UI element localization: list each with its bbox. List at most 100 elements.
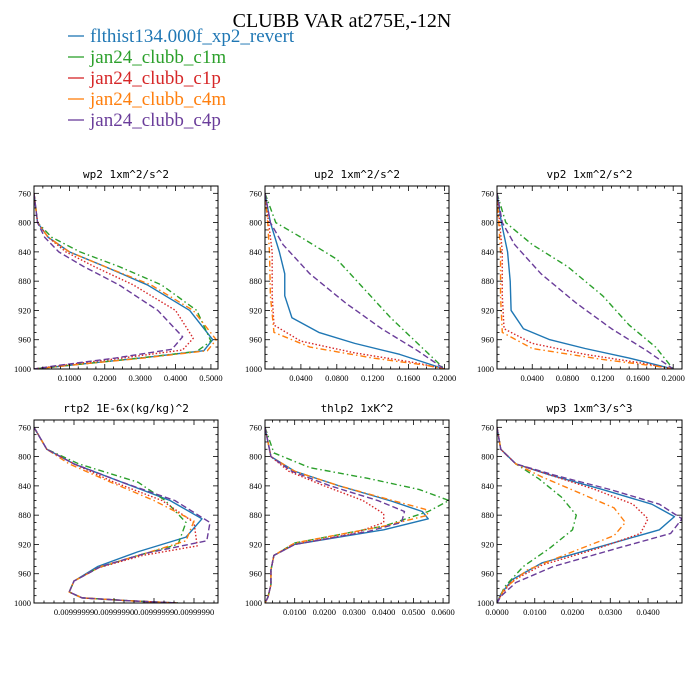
- x-tick-label: 0.1600: [397, 373, 420, 383]
- series-group: [265, 193, 445, 369]
- x-tick-label: 0.4000: [164, 373, 187, 383]
- series-line: [265, 427, 385, 603]
- y-tick-label: 760: [481, 188, 494, 198]
- series-line: [265, 427, 429, 603]
- x-tick-label: 0.00999990: [94, 607, 134, 617]
- x-tick-label: 0.0500: [402, 607, 425, 617]
- y-tick-label: 1000: [477, 364, 494, 374]
- legend-label: jan24_clubb_c1p: [89, 68, 221, 89]
- x-tick-label: 0.0200: [313, 607, 336, 617]
- series-line: [34, 193, 184, 369]
- y-tick-label: 800: [481, 218, 494, 228]
- series-line: [34, 426, 211, 603]
- y-tick-label: 800: [249, 218, 262, 228]
- x-tick-label: 0.0300: [599, 607, 622, 617]
- x-tick-label: 0.0800: [325, 373, 348, 383]
- x-tick-label: 0.0100: [523, 607, 546, 617]
- series-line: [34, 193, 194, 369]
- series-line: [34, 193, 212, 369]
- y-tick-label: 960: [249, 569, 262, 579]
- y-tick-label: 840: [249, 247, 262, 257]
- y-tick-label: 840: [481, 247, 494, 257]
- series-line: [34, 426, 195, 603]
- y-tick-label: 760: [249, 422, 262, 432]
- legend-label: flthist134.000f_xp2_revert: [90, 26, 295, 47]
- series-line: [497, 193, 674, 369]
- series-line: [497, 427, 676, 603]
- y-tick-label: 960: [18, 569, 31, 579]
- chart-panel: up2 1xm^2/s^2 760 800 840 880 920 960 1000 0.040…: [245, 168, 456, 383]
- y-tick-label: 920: [481, 305, 494, 315]
- y-tick-label: 880: [481, 276, 494, 286]
- series-line: [497, 427, 682, 603]
- panel-title: up2 1xm^2/s^2: [314, 168, 400, 181]
- series-line: [497, 193, 674, 369]
- panel-title: wp3 1xm^3/s^3: [546, 402, 632, 415]
- legend-label: jan24_clubb_c4p: [89, 110, 221, 131]
- y-tick-label: 1000: [245, 364, 262, 374]
- legend-entry: jan24_clubb_c1m: [68, 47, 226, 68]
- panels: wp2 1xm^2/s^2 760 800 840 880 920 960 1000 0.100…: [14, 168, 685, 617]
- x-tick-label: 0.0400: [636, 607, 659, 617]
- legend: flthist134.000f_xp2_revertjan24_clubb_c1…: [68, 26, 295, 131]
- y-tick-label: 920: [18, 539, 31, 549]
- y-tick-label: 920: [18, 305, 31, 315]
- x-tick-label: 0.2000: [662, 373, 685, 383]
- y-tick-label: 800: [18, 452, 31, 462]
- x-tick-label: 0.3000: [128, 373, 151, 383]
- legend-entry: jan24_clubb_c4p: [68, 110, 221, 131]
- y-tick-label: 800: [18, 218, 31, 228]
- x-tick-label: 0.2000: [433, 373, 456, 383]
- x-tick-label: 0.2000: [93, 373, 116, 383]
- series-line: [265, 427, 429, 603]
- series-line: [265, 427, 449, 603]
- y-tick-label: 840: [18, 247, 31, 257]
- x-tick-label: 0.00999999: [54, 607, 94, 617]
- y-tick-label: 800: [249, 452, 262, 462]
- y-tick-label: 920: [249, 305, 262, 315]
- chart-panel: wp2 1xm^2/s^2 760 800 840 880 920 960 1000 0.100…: [14, 168, 223, 383]
- x-tick-label: 0.00999990: [174, 607, 214, 617]
- panel-title: vp2 1xm^2/s^2: [546, 168, 632, 181]
- y-tick-label: 960: [18, 335, 31, 345]
- x-tick-label: 0.0300: [342, 607, 365, 617]
- y-tick-label: 960: [481, 569, 494, 579]
- figure-title: CLUBB VAR at275E,-12N: [233, 10, 452, 32]
- series-line: [497, 193, 674, 369]
- x-tick-label: 0.1000: [58, 373, 81, 383]
- plot-frame: [264, 419, 450, 604]
- legend-label: jan24_clubb_c4m: [89, 89, 226, 110]
- x-tick-label: 0.0600: [431, 607, 454, 617]
- legend-entry: jan24_clubb_c1p: [68, 68, 221, 89]
- y-tick-label: 880: [249, 276, 262, 286]
- x-tick-label: 0.1600: [626, 373, 649, 383]
- panel-title: thlp2 1xK^2: [321, 402, 394, 415]
- legend-entry: flthist134.000f_xp2_revert: [68, 26, 295, 47]
- series-line: [265, 193, 445, 369]
- series-group: [34, 193, 217, 369]
- series-group: [497, 193, 674, 369]
- y-tick-label: 880: [18, 510, 31, 520]
- y-tick-label: 760: [249, 188, 262, 198]
- series-line: [497, 427, 577, 603]
- legend-label: jan24_clubb_c1m: [89, 47, 226, 68]
- series-line: [34, 193, 214, 369]
- series-line: [265, 427, 406, 603]
- y-tick-label: 880: [18, 276, 31, 286]
- series-group: [34, 426, 211, 603]
- x-tick-label: 0.0100: [283, 607, 306, 617]
- series-line: [497, 193, 674, 369]
- series-line: [497, 427, 649, 603]
- x-tick-label: 0.0200: [561, 607, 584, 617]
- y-tick-label: 800: [481, 452, 494, 462]
- series-group: [265, 427, 449, 603]
- plot-frame: [264, 185, 450, 370]
- x-tick-label: 0.1200: [591, 373, 614, 383]
- x-tick-label: 0.00999999: [134, 607, 174, 617]
- series-line: [265, 193, 445, 369]
- y-tick-label: 880: [481, 510, 494, 520]
- series-line: [497, 193, 674, 369]
- plot-frame: [496, 185, 683, 370]
- x-tick-label: 0.0400: [521, 373, 544, 383]
